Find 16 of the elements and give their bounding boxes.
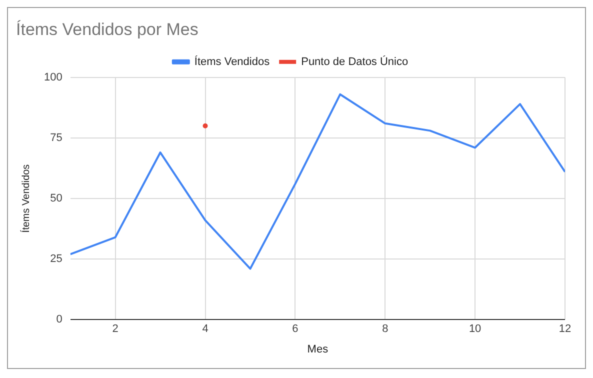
x-tick-label: 2 xyxy=(112,323,118,336)
legend-label: Ítems Vendidos xyxy=(194,54,270,68)
legend-label: Punto de Datos Único xyxy=(301,54,408,68)
x-tick-label: 8 xyxy=(382,323,388,336)
chart-title: Ítems Vendidos por Mes xyxy=(16,20,198,39)
x-tick-label: 10 xyxy=(468,323,482,336)
y-axis-title: Ítems Vendidos xyxy=(20,164,32,233)
x-tick-label: 4 xyxy=(202,323,208,336)
y-tick-label: 0 xyxy=(56,314,62,326)
y-tick-label: 75 xyxy=(50,132,62,144)
x-tick-label: 6 xyxy=(292,323,298,336)
y-tick-label: 50 xyxy=(50,192,62,205)
x-tick-label: 12 xyxy=(558,323,572,336)
y-tick-label: 100 xyxy=(44,71,62,84)
y-tick-label: 25 xyxy=(50,253,62,266)
x-axis-title: Mes xyxy=(307,343,329,356)
